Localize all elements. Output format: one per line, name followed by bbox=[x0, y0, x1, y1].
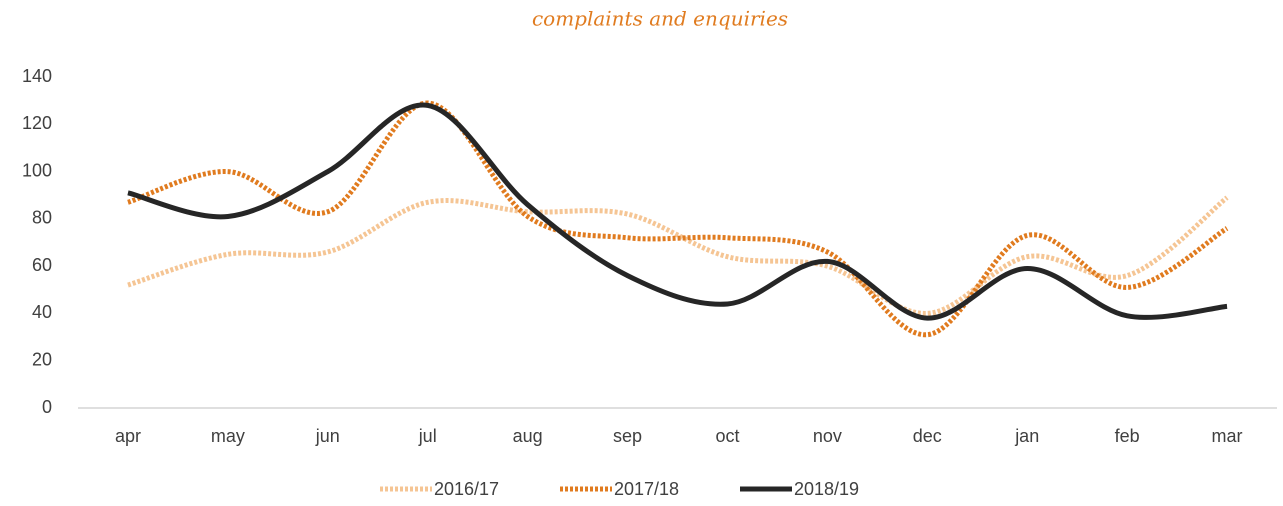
y-tick-label: 80 bbox=[32, 208, 52, 228]
y-tick-label: 60 bbox=[32, 255, 52, 275]
y-tick-label: 20 bbox=[32, 349, 52, 369]
x-tick-label: jun bbox=[315, 426, 340, 446]
x-tick-label: mar bbox=[1212, 426, 1243, 446]
x-tick-label: oct bbox=[715, 426, 739, 446]
y-tick-label: 0 bbox=[42, 397, 52, 417]
x-tick-label: dec bbox=[913, 426, 942, 446]
y-tick-label: 100 bbox=[22, 160, 52, 180]
chart-title: complaints and enquiries bbox=[532, 7, 788, 31]
y-tick-label: 120 bbox=[22, 113, 52, 133]
x-tick-label: feb bbox=[1115, 426, 1140, 446]
x-tick-label: apr bbox=[115, 426, 141, 446]
x-tick-label: jul bbox=[418, 426, 437, 446]
series-line bbox=[127, 100, 1229, 338]
legend-label: 2017/18 bbox=[614, 479, 679, 499]
series-line bbox=[127, 102, 1228, 321]
x-tick-label: aug bbox=[513, 426, 543, 446]
x-tick-label: sep bbox=[613, 426, 642, 446]
legend-label: 2016/17 bbox=[434, 479, 499, 499]
legend-label: 2018/19 bbox=[794, 479, 859, 499]
y-tick-label: 140 bbox=[22, 66, 52, 86]
y-tick-label: 40 bbox=[32, 302, 52, 322]
x-tick-label: may bbox=[211, 426, 245, 446]
series-line bbox=[127, 195, 1229, 316]
x-tick-label: nov bbox=[813, 426, 842, 446]
x-tick-label: jan bbox=[1014, 426, 1039, 446]
